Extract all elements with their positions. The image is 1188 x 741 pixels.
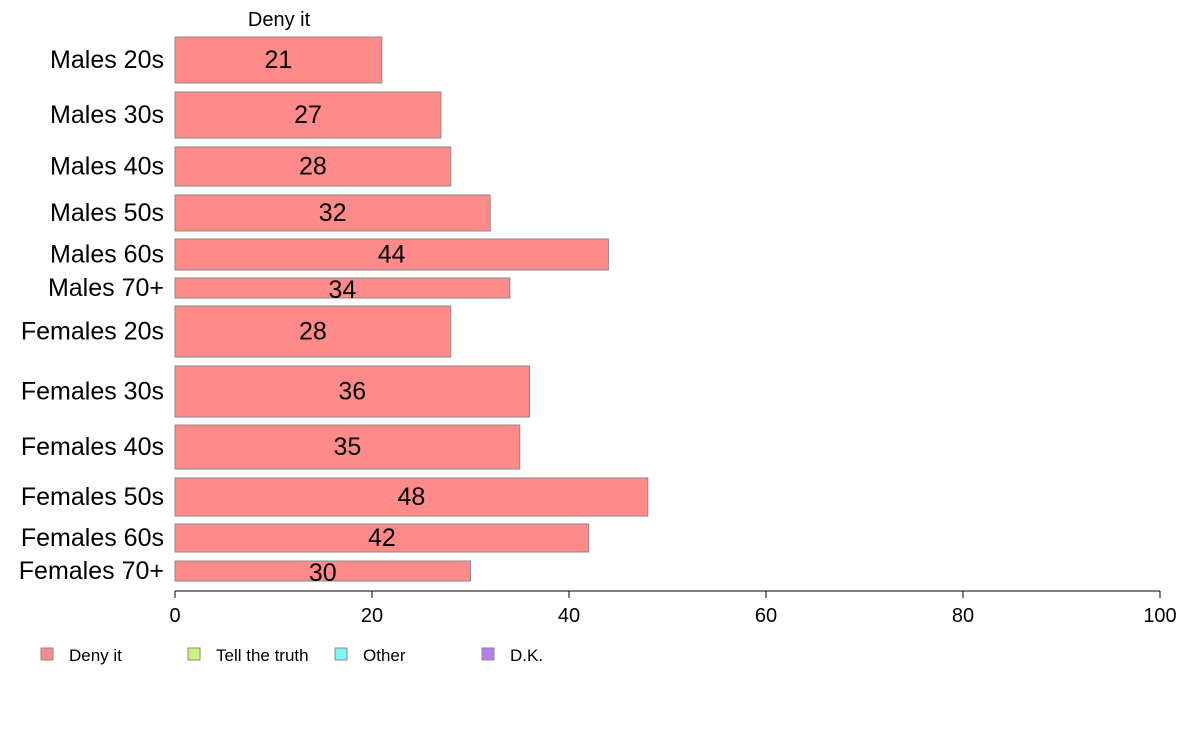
x-tick-label-40: 40 [558,605,580,627]
value-label-males-60s: 44 [378,241,406,269]
value-label-females-20s: 28 [299,318,327,346]
category-label-males-70-plus: Males 70+ [48,274,164,302]
column-title: Deny it [248,9,311,31]
legend-label-other: Other [363,646,406,665]
value-label-males-70-plus: 34 [329,276,357,304]
x-tick-label-100: 100 [1143,605,1176,627]
legend: Deny it Tell the truth Other D.K. [40,646,543,665]
legend-label-tell-the-truth: Tell the truth [216,646,309,665]
category-label-females-50s: Females 50s [21,483,164,511]
value-label-females-50s: 48 [397,483,425,511]
value-label-males-20s: 21 [265,46,293,74]
bar-males-30s [174,91,442,139]
value-label-females-40s: 35 [333,433,361,461]
value-label-females-60s: 42 [368,524,396,552]
category-label-females-40s: Females 40s [21,433,164,461]
bars-group [174,36,649,582]
legend-swatch-other [334,647,348,661]
bar-males-50s [174,194,491,232]
legend-swatch-tell-the-truth [187,647,201,661]
bar-females-50s [174,477,649,517]
category-label-females-60s: Females 60s [21,524,164,552]
legend-swatch-deny-it [40,647,54,661]
bar-females-30s [174,365,531,418]
x-tick-label-20: 20 [361,605,383,627]
bar-females-20s [174,305,452,358]
category-labels: Males 20s Males 30s Males 40s Males 50s Male… [19,46,164,585]
bar-females-60s [174,523,590,553]
category-label-females-20s: Females 20s [21,318,164,346]
x-axis: 0 20 40 60 80 100 [169,590,1177,627]
bar-females-40s [174,424,521,470]
category-label-males-60s: Males 60s [50,241,164,269]
x-tick-label-0: 0 [169,605,180,627]
category-label-males-20s: Males 20s [50,46,164,74]
legend-label-deny-it: Deny it [69,646,122,665]
bar-males-70-plus [174,277,511,299]
category-label-males-30s: Males 30s [50,101,164,129]
value-label-males-40s: 28 [299,153,327,181]
category-label-females-70-plus: Females 70+ [19,557,164,585]
bar-males-60s [174,238,609,271]
value-label-males-30s: 27 [294,101,322,129]
bar-males-20s [174,36,383,84]
category-label-females-30s: Females 30s [21,378,164,406]
value-label-females-70-plus: 30 [309,559,337,587]
x-tick-label-60: 60 [755,605,777,627]
category-label-males-40s: Males 40s [50,153,164,181]
legend-swatch-d-k [481,647,495,661]
legend-label-d-k: D.K. [510,646,543,665]
bar-females-70-plus [174,560,471,582]
bar-males-40s [174,146,452,187]
value-label-females-30s: 36 [338,378,366,406]
category-label-males-50s: Males 50s [50,199,164,227]
x-tick-label-80: 80 [952,605,974,627]
value-label-males-50s: 32 [319,199,347,227]
